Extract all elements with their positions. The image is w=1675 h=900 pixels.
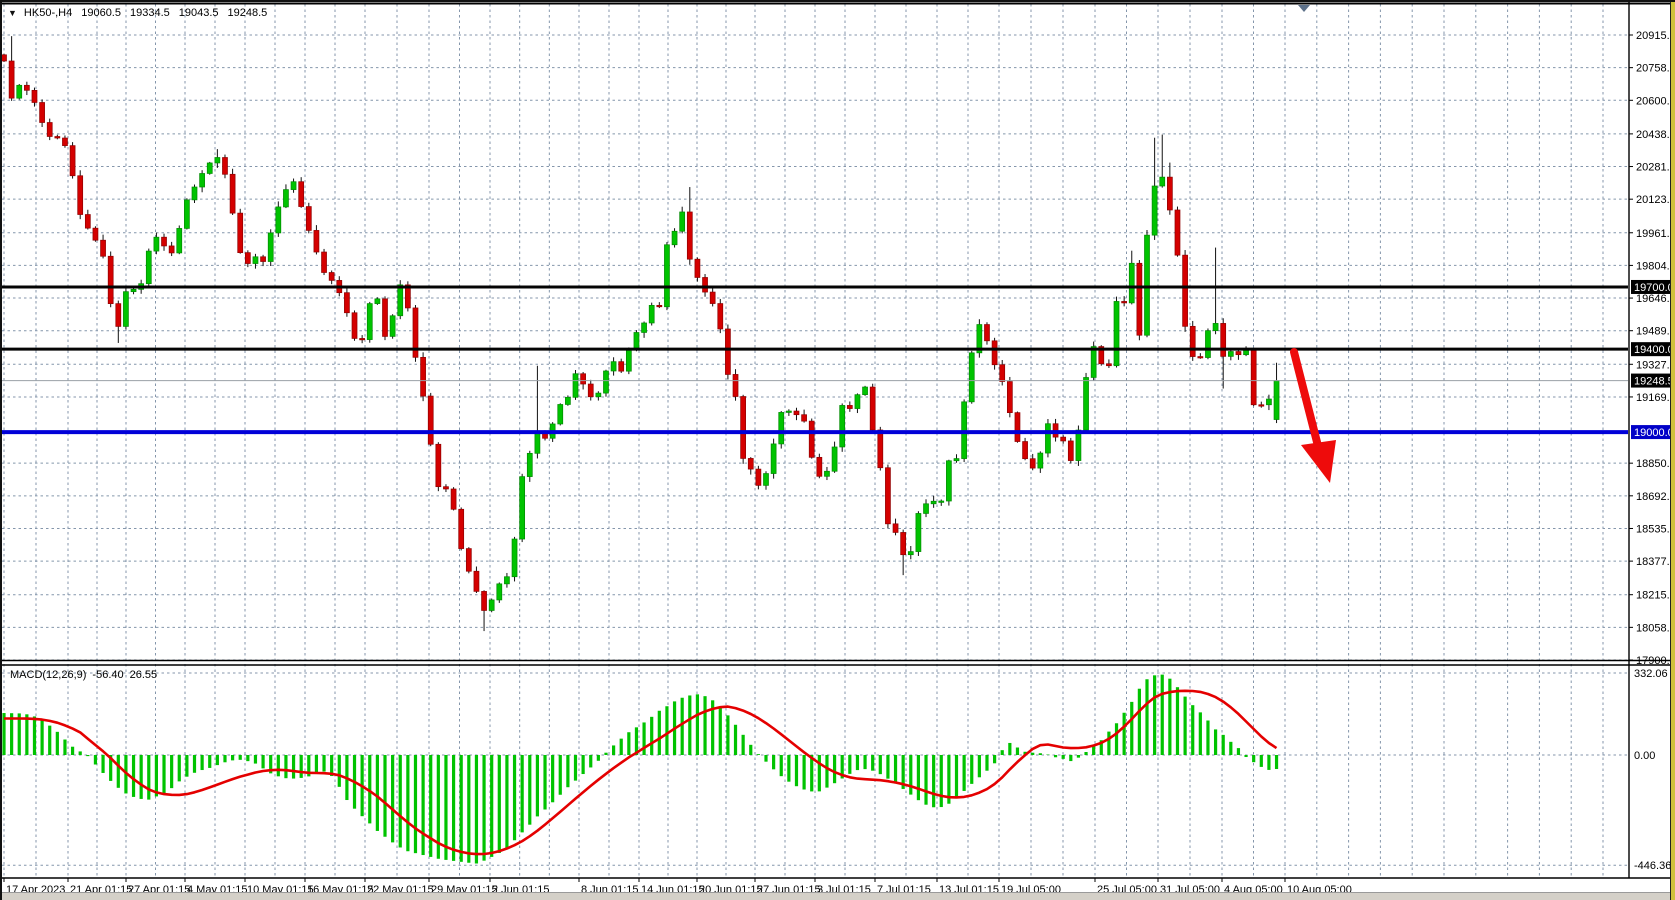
quote-low: 19043.5 bbox=[178, 7, 219, 19]
svg-text:0.00: 0.00 bbox=[1634, 750, 1655, 762]
svg-text:19400.0: 19400.0 bbox=[1634, 344, 1674, 356]
svg-text:18377.5: 18377.5 bbox=[1636, 556, 1675, 568]
svg-text:19169.5: 19169.5 bbox=[1636, 392, 1675, 404]
window-right-border bbox=[1670, 2, 1675, 900]
svg-text:19489.0: 19489.0 bbox=[1636, 326, 1675, 338]
svg-text:19700.0: 19700.0 bbox=[1634, 282, 1674, 294]
svg-text:20915.5: 20915.5 bbox=[1636, 30, 1675, 42]
svg-text:19000.0: 19000.0 bbox=[1634, 427, 1674, 439]
quote-open: 19060.5 bbox=[81, 7, 121, 19]
svg-text:332.06: 332.06 bbox=[1634, 668, 1668, 680]
svg-text:19646.5: 19646.5 bbox=[1636, 293, 1675, 305]
trend-arrow[interactable] bbox=[1290, 348, 1336, 483]
svg-text:20600.5: 20600.5 bbox=[1636, 95, 1675, 107]
svg-text:19804.0: 19804.0 bbox=[1636, 260, 1675, 272]
price-axis[interactable]: 20915.5 20758.0 20600.5 20438.5 20281.0 20123… bbox=[1629, 30, 1675, 872]
quote-close: 19248.5 bbox=[227, 7, 268, 19]
svg-text:20281.0: 20281.0 bbox=[1636, 162, 1675, 174]
macd-indicator-label: MACD(12,26,9) -56.40 26.55 bbox=[10, 669, 157, 681]
svg-text:20123.5: 20123.5 bbox=[1636, 194, 1675, 206]
chart-quote-bar: ▼ HK50-,H4 19060.5 19334.5 19043.5 19248… bbox=[8, 5, 267, 21]
chart-shift-marker-icon[interactable] bbox=[1298, 5, 1310, 12]
svg-text:20438.5: 20438.5 bbox=[1636, 129, 1675, 141]
svg-text:17900.5: 17900.5 bbox=[1636, 655, 1675, 667]
svg-text:19961.5: 19961.5 bbox=[1636, 228, 1675, 240]
macd-signal-value: 26.55 bbox=[129, 669, 158, 681]
candlesticks bbox=[2, 36, 1280, 632]
symbol-dropdown-icon[interactable]: ▼ bbox=[8, 8, 17, 18]
macd-signal-line bbox=[4, 689, 1278, 856]
svg-text:20758.0: 20758.0 bbox=[1636, 63, 1675, 75]
svg-text:18535.0: 18535.0 bbox=[1636, 523, 1675, 535]
macd-main-value: -56.40 bbox=[92, 669, 124, 681]
svg-text:19327.0: 19327.0 bbox=[1636, 359, 1675, 371]
quote-high: 19334.5 bbox=[129, 7, 170, 19]
svg-text:19248.5: 19248.5 bbox=[1634, 376, 1674, 388]
svg-text:18058.0: 18058.0 bbox=[1636, 622, 1675, 634]
window-bottom-chrome bbox=[2, 892, 1675, 900]
svg-text:18850.0: 18850.0 bbox=[1636, 458, 1675, 470]
symbol-timeframe-label: HK50-,H4 bbox=[23, 7, 73, 19]
svg-text:18215.5: 18215.5 bbox=[1636, 590, 1675, 602]
svg-text:18692.5: 18692.5 bbox=[1636, 491, 1675, 503]
svg-text:-446.36: -446.36 bbox=[1634, 860, 1671, 872]
grid bbox=[2, 4, 1628, 878]
macd-name: MACD(12,26,9) bbox=[10, 669, 87, 681]
